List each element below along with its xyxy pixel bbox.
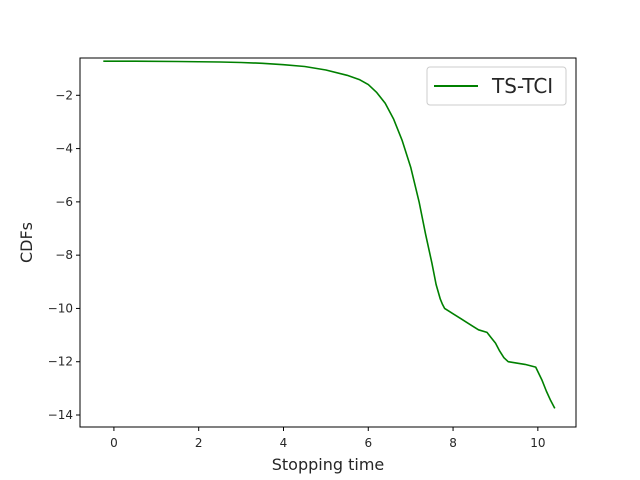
- y-tick-label: −4: [55, 142, 73, 156]
- x-tick-label: 6: [364, 436, 372, 450]
- legend-box: [426, 66, 567, 106]
- x-tick-label: 0: [110, 436, 118, 450]
- x-tick-label: 10: [530, 436, 545, 450]
- y-tick-label: −8: [55, 248, 73, 262]
- x-tick-label: 4: [280, 436, 288, 450]
- axis-ticks: 0 2 4 6 8 10 −2 −4 −6 −8 −10 −12 −14: [48, 88, 546, 450]
- axes-frame: [79, 57, 577, 428]
- x-tick-label: 8: [449, 436, 457, 450]
- y-tick-label: −12: [48, 355, 73, 369]
- series-line: [103, 60, 556, 409]
- x-tick-label: 2: [195, 436, 203, 450]
- legend: TS-TCI: [426, 66, 567, 106]
- plot-area: [103, 60, 556, 409]
- y-tick-label: −10: [48, 301, 73, 315]
- legend-label: TS-TCI: [491, 74, 553, 98]
- y-axis-label: CDFs: [17, 222, 36, 263]
- y-tick-label: −2: [55, 88, 73, 102]
- y-tick-label: −14: [48, 408, 73, 422]
- x-axis-label: Stopping time: [272, 455, 385, 474]
- y-tick-label: −6: [55, 195, 73, 209]
